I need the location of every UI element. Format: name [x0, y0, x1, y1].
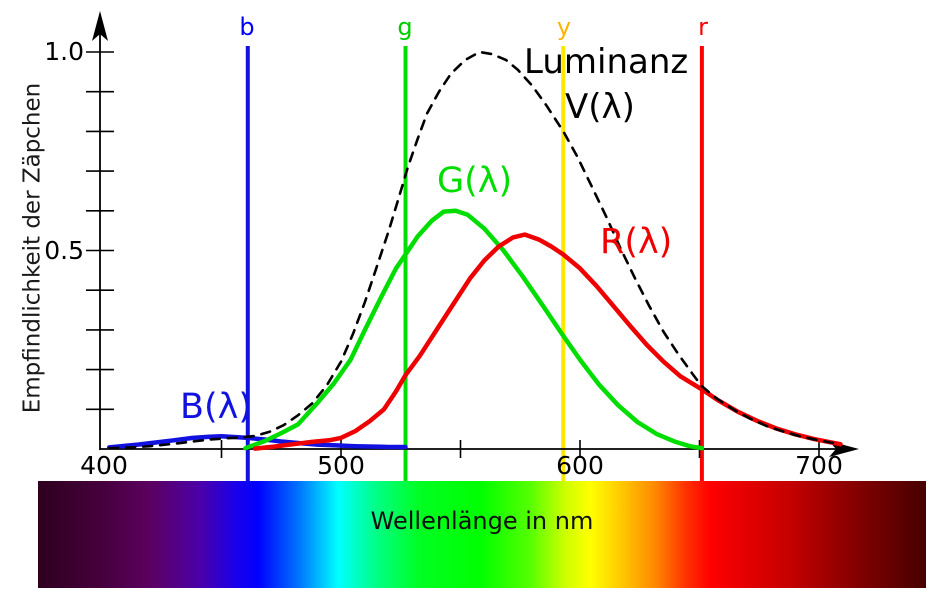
series-label-blue-cone: B(λ): [180, 387, 253, 427]
series-label-green-cone: G(λ): [437, 161, 513, 201]
series-label-red-cone: R(λ): [600, 222, 673, 262]
x-tick-label-500: 500: [317, 451, 365, 480]
x-tick-label-400: 400: [80, 451, 128, 480]
spectrum-bar: Wellenlänge in nm: [38, 481, 926, 588]
marker-label-g: g: [397, 13, 413, 41]
series-label-luminance-line2: V(λ): [565, 87, 635, 127]
x-axis-title: Wellenlänge in nm: [370, 507, 594, 535]
series-label-luminance-line1: Luminanz: [524, 42, 689, 82]
marker-label-b: b: [239, 13, 255, 41]
y-tick-label-1-0: 1.0: [44, 37, 84, 66]
curve-luminance: [107, 50, 842, 450]
marker-label-r: r: [698, 13, 708, 41]
curve-green-cone: [243, 208, 705, 451]
y-tick-label-0-5: 0.5: [44, 236, 84, 265]
y-axis-arrow: [92, 11, 108, 41]
marker-label-y: y: [556, 13, 572, 41]
x-tick-label-600: 600: [556, 451, 604, 480]
x-tick-label-700: 700: [795, 451, 843, 480]
curve-red-cone: [252, 232, 843, 451]
